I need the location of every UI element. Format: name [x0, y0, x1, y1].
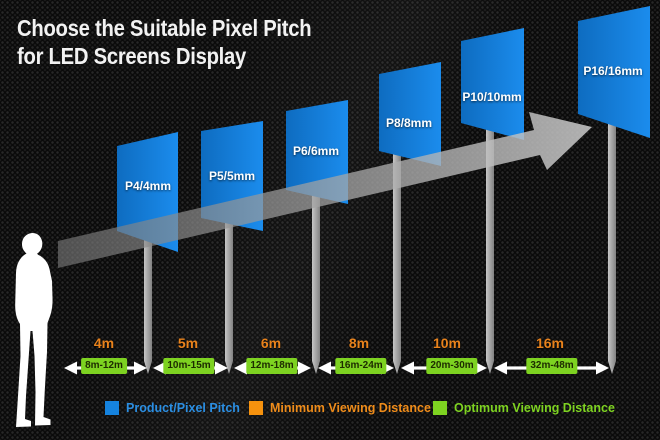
panel-label-p5: P5/5mm [208, 169, 256, 183]
panel-label-p4: P4/4mm [124, 179, 172, 193]
optimum-range-badge-p6: 12m-18m [246, 358, 298, 374]
optimum-range-badge-p5: 10m-15m [163, 358, 215, 374]
pole-p8 [393, 130, 401, 374]
min-distance-label-p4: 4m [93, 335, 115, 351]
panel-p8 [379, 62, 441, 166]
title-line-2: for LED Screens Display [17, 43, 247, 69]
title-line-1: Choose the Suitable Pixel Pitch [17, 15, 312, 41]
min-distance-label-p6: 6m [260, 335, 282, 351]
optimum-range-badge-p16: 32m-48m [526, 358, 578, 374]
min-distance-label-p8: 8m [348, 335, 370, 351]
diagonal-up-arrow-icon [58, 112, 592, 268]
pole-p6 [312, 160, 320, 374]
optimum-range-badge-p10: 20m-30m [426, 358, 478, 374]
orange-square-icon [249, 401, 263, 415]
legend-label: Optimum Viewing Distance [454, 401, 615, 415]
optimum-range-badge-p8: 16m-24m [335, 358, 387, 374]
panel-label-p16: P16/16mm [583, 64, 643, 78]
optimum-range-badge-p4: 8m-12m [81, 358, 127, 374]
min-distance-label-p16: 16m [535, 335, 565, 351]
blue-square-icon [105, 401, 119, 415]
min-distance-label-p5: 5m [177, 335, 199, 351]
panel-label-p10: P10/10mm [462, 90, 522, 104]
min-distance-label-p10: 10m [432, 335, 462, 351]
pole-p10 [486, 105, 494, 374]
panel-label-p6: P6/6mm [292, 144, 340, 158]
panel-p16 [578, 6, 650, 138]
pole-p5 [225, 185, 233, 374]
panel-p10 [461, 28, 524, 140]
pole-p16 [608, 95, 616, 374]
panel-label-p8: P8/8mm [385, 116, 433, 130]
legend-item-pixel-pitch: Product/Pixel Pitch [105, 401, 240, 415]
human-silhouette-icon [15, 232, 53, 427]
panel-poles [144, 95, 616, 374]
page-title: Choose the Suitable Pixel Pitch for LED … [17, 14, 352, 70]
green-square-icon [433, 401, 447, 415]
led-panels [117, 6, 650, 252]
legend-item-minimum-distance: Minimum Viewing Distance [249, 401, 431, 415]
legend-label: Product/Pixel Pitch [126, 401, 240, 415]
legend-item-optimum-distance: Optimum Viewing Distance [433, 401, 615, 415]
legend-label: Minimum Viewing Distance [270, 401, 431, 415]
